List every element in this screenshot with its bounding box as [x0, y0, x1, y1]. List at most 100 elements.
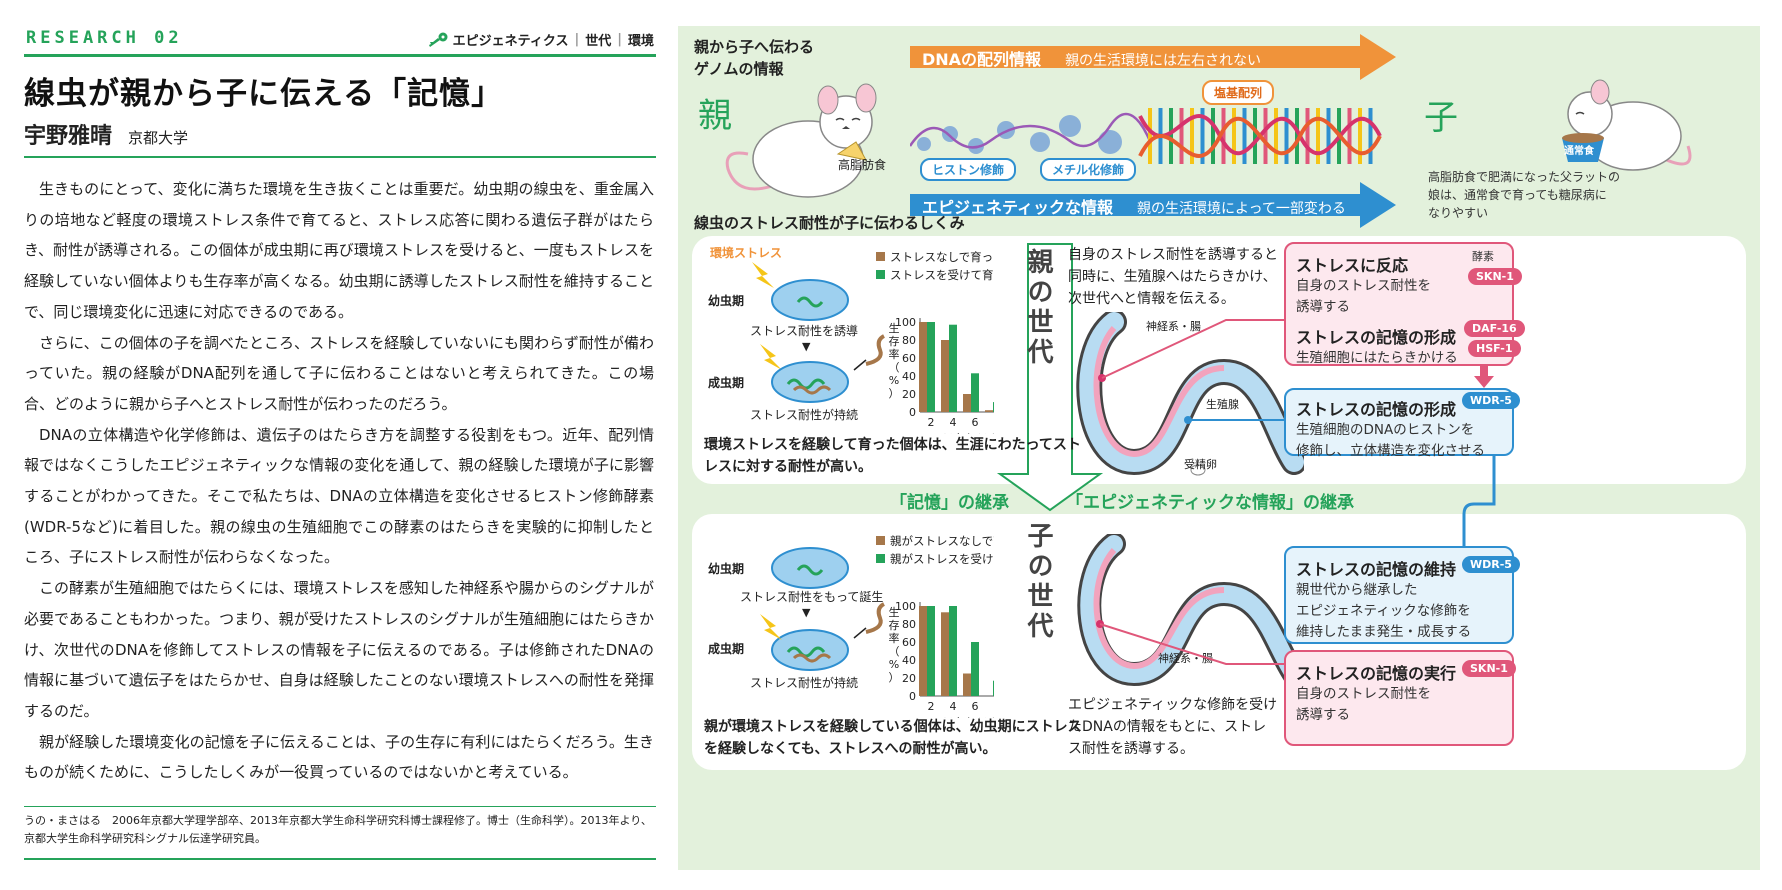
legend-label: 親がストレスを受けて育った個体 — [890, 552, 994, 566]
tag-separator: | — [617, 32, 622, 47]
caption-line: を経験しなくても、ストレスへの耐性が高い。 — [704, 741, 997, 757]
key-icon — [428, 32, 448, 47]
lightning-icon — [760, 614, 782, 640]
maintain-text-line: エピジェネティックな修飾を — [1296, 603, 1471, 619]
author-name: 宇野雅晴 — [24, 124, 113, 149]
dna-arrow-label: DNAの配列情報 親の生活環境には左右されない — [922, 46, 1261, 70]
food-bowl-icon — [1562, 133, 1604, 162]
child-caption: 親が環境ストレスを経験している個体は、幼虫期にストレス を経験しなくても、ストレ… — [704, 716, 1082, 760]
top-rule — [24, 54, 656, 57]
execute-text-line: 自身のストレス耐性を — [1296, 686, 1431, 702]
legend-label: ストレスを受けて育った個体 — [890, 268, 994, 282]
description-line: たDNAの情報をもとに、ストレ — [1068, 719, 1267, 735]
description-line: 次世代へと情報を伝える。 — [1068, 291, 1235, 307]
sustain-label: ストレス耐性が持続 — [750, 676, 859, 690]
legend-swatch — [876, 536, 885, 545]
respond-text-line: 誘導する — [1296, 299, 1350, 315]
generation-arrow — [996, 243, 1104, 512]
caption-line: 環境ストレスを経験して育った個体は、生涯にわたってスト — [704, 437, 1081, 453]
parent-caption: 環境ストレスを経験して育った個体は、生涯にわたってスト レスに対する耐性が高い。 — [704, 434, 1081, 478]
lightning-icon — [760, 344, 782, 370]
x-tick-label: 4 — [950, 416, 957, 429]
bar — [941, 612, 949, 696]
author-affiliation: 京都大学 — [128, 129, 189, 147]
tag-generation: 世代 — [585, 34, 612, 49]
y-axis-label-char: % — [889, 374, 899, 387]
form1-title: ストレスの記憶の形成 — [1296, 328, 1457, 347]
form1-text-line: 生殖細胞にはたらきかける — [1296, 350, 1458, 366]
bar — [963, 673, 971, 696]
y-tick-label: 20 — [902, 672, 916, 685]
research-label: RESEARCH 02 — [26, 28, 183, 48]
respond-text-line: 自身のストレス耐性を — [1296, 278, 1431, 294]
petri-dish-icon — [771, 361, 849, 403]
y-tick-label: 0 — [909, 690, 916, 703]
y-axis-label-char: 率 — [889, 347, 900, 361]
petri-dish-icon — [771, 547, 849, 589]
y-tick-label: 40 — [902, 370, 916, 383]
epi-inheritance-label: 「エピジェネティックな情報」の継承 — [1066, 493, 1354, 513]
bar — [919, 606, 927, 696]
description-line: ス耐性を誘導する。 — [1068, 741, 1194, 757]
down-arrow: ▼ — [802, 606, 811, 619]
article-title: 線虫が親から子に伝える「記憶」 — [24, 76, 504, 112]
skn1-badge: SKN-1 — [1462, 660, 1516, 677]
y-axis-label-char: ） — [889, 671, 900, 684]
child-survival-chart: 親がストレスなしで育った個体親がストレスを受けて育った個体 0 20 40 60 80 10… — [876, 534, 994, 718]
bar — [949, 606, 957, 696]
y-tick-label: 40 — [902, 654, 916, 667]
parent-food-label: 高脂肪食 — [838, 158, 887, 172]
born-label: ストレス耐性をもって誕生 — [740, 590, 884, 604]
child-generation-panel — [692, 514, 1746, 770]
bar — [919, 322, 927, 412]
y-tick-label: 0 — [909, 406, 916, 419]
caption-line: 親が環境ストレスを経験している個体は、幼虫期にストレス — [704, 719, 1082, 735]
child-food-label: 通常食 — [1564, 146, 1594, 157]
y-axis-label-char: 生 — [889, 321, 900, 335]
legend-swatch — [876, 252, 885, 261]
bar — [971, 642, 979, 696]
rat-note: 高脂肪食で肥満になった父ラットの 娘は、通常食で育っても糖尿病に なりやすい — [1428, 168, 1620, 222]
respond-box: ストレスに反応 自身のストレス耐性を 誘導する ストレスの記憶の形成 生殖細胞に… — [1284, 242, 1514, 366]
bar — [941, 340, 949, 412]
y-tick-label: 60 — [902, 352, 916, 365]
induce-label: ストレス耐性を誘導 — [750, 324, 859, 338]
lightning-icon — [752, 262, 774, 288]
tag-list: エピジェネティクス | 世代 | 環境 — [427, 30, 654, 49]
bar — [985, 410, 993, 412]
description-line: 自身のストレス耐性を誘導すると — [1068, 247, 1278, 263]
bar — [949, 324, 957, 412]
x-tick-label: 2 — [928, 700, 935, 713]
dna-arrow-title: DNAの配列情報 — [922, 50, 1042, 69]
description-line: 同時に、生殖腺へはたらきかけ、 — [1068, 269, 1277, 285]
rat-note-line: 高脂肪食で肥満になった父ラットの — [1428, 170, 1621, 184]
x-tick-label: 2 — [928, 416, 935, 429]
adult-stage-label: 成虫期 — [708, 376, 745, 390]
y-tick-label: 80 — [902, 618, 916, 631]
parent-label: 親 — [698, 96, 732, 136]
parent-survival-chart: ストレスなしで育った個体ストレスを受けて育った個体 0 20 40 60 80 100生存率… — [876, 250, 994, 434]
maintain-title: ストレスの記憶の維持 — [1296, 560, 1457, 579]
bar — [993, 680, 994, 696]
larva-stage-label: 幼虫期 — [708, 294, 745, 308]
dna-helix-diagram — [910, 108, 1382, 164]
figure-heading-line: 親から子へ伝わる — [694, 38, 815, 56]
maintain-text-line: 維持したまま発生・成長する — [1296, 624, 1472, 640]
author-bio: うの・まさはる 2006年京都大学理学部卒、2013年京都大学生命科学研究科博士… — [24, 814, 652, 845]
form2-title: ストレスの記憶の形成 — [1296, 400, 1457, 419]
rat-note-line: なりやすい — [1428, 206, 1489, 220]
tag-separator: | — [574, 32, 580, 47]
legend-label: 親がストレスなしで育った個体 — [890, 534, 994, 548]
y-axis-label-char: （ — [889, 645, 900, 658]
brown-worm-icon — [853, 334, 886, 371]
bar — [971, 373, 979, 412]
figure-heading: 親から子へ伝わる ゲノムの情報 — [694, 36, 814, 80]
epigenetic-arrow — [910, 182, 1396, 228]
description-line: エピジェネティックな修飾を受け — [1068, 697, 1278, 713]
env-stress-label: 環境ストレス — [710, 246, 783, 260]
histone-modification-tag: ヒストン修飾 — [920, 158, 1017, 181]
parent-rat-icon — [725, 83, 877, 198]
epi-arrow-subtitle: 親の生活環境によって一部変わる — [1137, 201, 1346, 217]
article-body: 生きものにとって、変化に満ちた環境を生き抜くことは重要だ。幼虫期の線虫を、重金属… — [24, 174, 654, 788]
